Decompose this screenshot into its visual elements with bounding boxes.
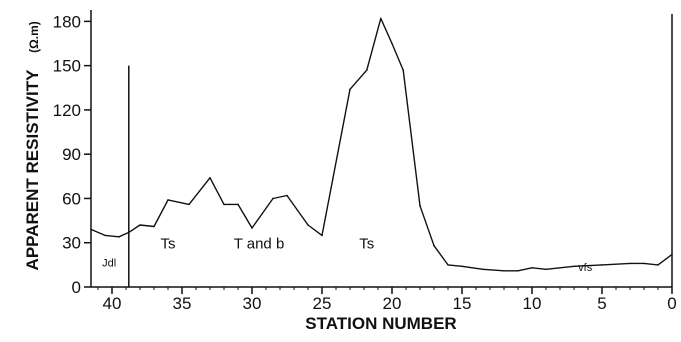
data-point	[503, 269, 505, 272]
data-point	[482, 268, 484, 271]
data-point	[90, 228, 92, 231]
data-point	[517, 269, 519, 272]
x-axis-ticks: 40 35 30 25 20 15 10 5 0	[97, 287, 677, 313]
data-point	[419, 205, 421, 207]
data-point	[251, 227, 253, 229]
data-point	[237, 203, 239, 206]
data-point	[657, 264, 659, 266]
y-axis-unit: (Ω.m)	[27, 21, 41, 53]
data-point	[643, 262, 645, 265]
data-point	[601, 264, 603, 266]
data-point	[188, 203, 190, 206]
annotation-label: T and b	[234, 236, 285, 253]
annotation-label: Jdl	[102, 257, 116, 269]
y-tick-label: 30	[62, 234, 81, 253]
geologic-boundaries	[128, 14, 673, 287]
series-line	[90, 17, 673, 272]
x-tick-label: 15	[453, 294, 472, 313]
y-tick-label: 90	[62, 145, 81, 164]
data-point	[391, 42, 393, 45]
data-point	[167, 199, 169, 201]
data-point	[380, 17, 382, 20]
series-group	[90, 17, 673, 272]
data-point	[545, 268, 547, 271]
data-point	[272, 197, 274, 200]
data-point	[286, 194, 288, 197]
annotation-label: Ts	[359, 236, 374, 253]
data-point	[321, 234, 323, 237]
data-point	[402, 69, 405, 71]
data-point	[139, 224, 141, 226]
x-tick-label: 25	[313, 294, 332, 313]
x-tick-label: 40	[103, 294, 122, 313]
x-tick-label: 5	[597, 294, 606, 313]
annotation-label: Ts	[161, 236, 176, 253]
y-axis-title: APPARENT RESISTIVITY	[23, 69, 42, 271]
data-point	[573, 265, 575, 268]
data-point	[223, 203, 225, 206]
x-tick-label: 0	[667, 294, 676, 313]
y-tick-label: 120	[53, 101, 81, 120]
data-point	[209, 177, 211, 179]
annotation-label: vfs	[578, 262, 593, 274]
data-point	[307, 224, 309, 226]
y-tick-label: 60	[62, 189, 81, 208]
data-point	[366, 69, 368, 71]
y-axis-title-group: APPARENT RESISTIVITY (Ω.m)	[23, 21, 42, 270]
data-point	[447, 264, 449, 266]
x-axis-title: STATION NUMBER	[305, 314, 456, 333]
data-point	[433, 244, 435, 247]
unit-annotations: Jdl Ts T and b Ts vfs	[102, 236, 593, 274]
data-point	[128, 231, 130, 234]
x-tick-label: 35	[173, 294, 192, 313]
y-tick-label: 180	[53, 12, 81, 31]
data-point	[461, 265, 463, 268]
y-tick-label: 0	[72, 278, 81, 297]
x-tick-label: 30	[243, 294, 262, 313]
data-point	[629, 262, 631, 265]
data-point	[153, 225, 155, 228]
y-axis-ticks: 0 30 60 90 120 150 180	[53, 12, 91, 297]
data-point	[349, 88, 351, 91]
y-tick-label: 150	[53, 57, 81, 76]
data-point	[118, 236, 120, 238]
x-tick-label: 10	[523, 294, 542, 313]
x-tick-label: 20	[383, 294, 402, 313]
data-point	[531, 267, 533, 269]
data-point	[104, 234, 106, 237]
data-point	[671, 253, 673, 256]
